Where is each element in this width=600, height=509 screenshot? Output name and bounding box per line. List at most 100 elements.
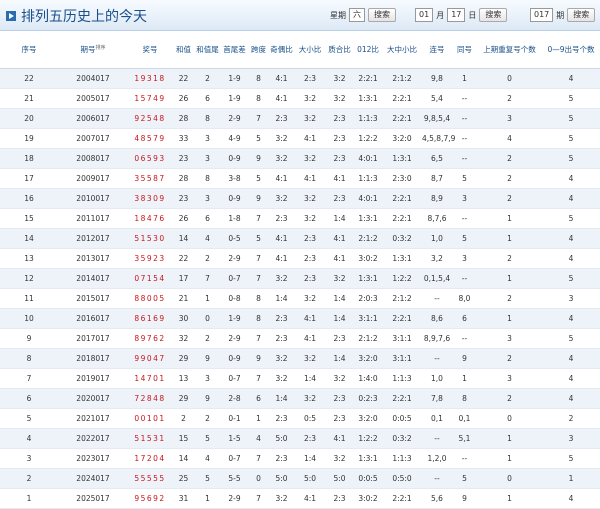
table-cell: 17 [172, 268, 195, 289]
column-title: 首尾差 [223, 45, 246, 54]
table-cell: 2:3 [295, 428, 325, 449]
table-cell: 2019017 [58, 368, 128, 389]
month-select[interactable]: 01 [415, 8, 434, 22]
table-cell: -- [452, 328, 477, 349]
table-cell: 0,1 [452, 408, 477, 429]
table-cell: 7 [249, 268, 268, 289]
search-button[interactable]: 搜索 [368, 8, 396, 22]
table-cell: 51530 [128, 228, 172, 249]
table-cell: 0-8 [220, 288, 249, 309]
table-cell: 6 [452, 308, 477, 329]
table-cell: 9 [195, 348, 220, 369]
table-cell: 0,1,5,4 [422, 268, 452, 289]
table-cell: 0-5 [220, 228, 249, 249]
day-select[interactable]: 17 [447, 8, 466, 22]
table-cell: 5 [249, 168, 268, 189]
column-header: 质合比 [325, 31, 354, 69]
table-cell: 3 [452, 188, 477, 209]
sort-icon[interactable]: 排序 [95, 45, 106, 51]
table-cell: 2:2:1 [382, 88, 422, 109]
table-cell: 5 [542, 148, 600, 169]
column-header[interactable]: 期号排序 [58, 31, 128, 69]
table-cell: 2:3 [268, 308, 295, 329]
table-cell: 2:3 [325, 328, 354, 349]
table-cell: 2:1:2 [354, 328, 382, 349]
table-cell: 4 [542, 68, 600, 89]
table-cell: 4 [0, 428, 58, 449]
table-cell: 3:2 [295, 148, 325, 169]
table-cell: 10 [0, 308, 58, 329]
column-header: 连号 [422, 31, 452, 69]
table-cell: 0 [477, 408, 542, 429]
table-cell: 3:2 [295, 108, 325, 129]
table-cell: 2014017 [58, 268, 128, 289]
column-title: 同号 [457, 45, 472, 54]
date-control: 01 月 17 日 搜索 [415, 8, 508, 22]
table-cell: 4:0:1 [354, 188, 382, 209]
table-cell: 7 [249, 248, 268, 269]
table-cell: 6 [195, 208, 220, 229]
table-cell: 86169 [128, 308, 172, 329]
table-row: 6 2020017 72848 29 9 2-8 6 1:4 3:2 2:3 0:2:3 2:2:1 7… [0, 388, 600, 409]
table-cell: 92548 [128, 108, 172, 129]
table-cell: 2015017 [58, 288, 128, 309]
table-cell: 1 [195, 488, 220, 509]
table-cell: 2:3 [295, 268, 325, 289]
table-cell: 2:3 [325, 488, 354, 509]
table-cell: 28 [172, 108, 195, 129]
header-bar: 排列五历史上的今天 星期 六 搜索 01 月 17 日 搜索 017 期 搜索 [0, 0, 600, 31]
table-cell: 2:3 [325, 188, 354, 209]
table-cell: 1 [452, 68, 477, 89]
table-cell: 2:3 [268, 408, 295, 429]
table-cell: 3,2 [422, 248, 452, 269]
column-header: 上期重复号个数 [477, 31, 542, 69]
table-cell: 1 [477, 208, 542, 229]
table-cell: 2 [195, 408, 220, 429]
header-row: 序号 期号排序 奖号 和值 和值尾 首尾差 跨度 奇偶比 大小比 质合比 012比 大中小比 连号 同号 上… [0, 31, 600, 69]
table-cell: 2023017 [58, 448, 128, 469]
table-cell: 4:1 [295, 308, 325, 329]
table-cell: 3 [195, 368, 220, 389]
column-header: 大中小比 [382, 31, 422, 69]
table-cell: 5 [542, 448, 600, 469]
table-row: 18 2008017 06593 23 3 0-9 9 3:2 3:2 2:3 4:0:1 1:3:1… [0, 148, 600, 169]
table-cell: 21 [0, 88, 58, 109]
issue-input[interactable]: 017 [530, 8, 554, 22]
table-cell: 1:2:2 [354, 428, 382, 449]
column-header: 奇偶比 [268, 31, 295, 69]
table-cell: 18 [0, 148, 58, 169]
search-button[interactable]: 搜索 [479, 8, 508, 22]
weekday-select[interactable]: 六 [349, 8, 365, 22]
table-cell: 13 [0, 248, 58, 269]
table-row: 22 2004017 19318 22 2 1-9 8 4:1 2:3 3:2 2:2:1 2:1:2… [0, 68, 600, 89]
table-cell: 29 [172, 388, 195, 409]
table-cell: 1 [0, 488, 58, 509]
table-cell: 2:3:0 [382, 168, 422, 189]
table-cell: 35587 [128, 168, 172, 189]
table-cell: 19318 [128, 68, 172, 89]
table-cell: 4 [477, 128, 542, 149]
table-cell: 4 [542, 348, 600, 369]
table-cell: 1:1:3 [354, 108, 382, 129]
table-cell: 5 [249, 228, 268, 249]
table-cell: 35923 [128, 248, 172, 269]
table-row: 12 2014017 07154 17 7 0-7 7 3:2 2:3 3:2 1:3:1 1:2:2… [0, 268, 600, 289]
table-cell: 3:2 [295, 388, 325, 409]
table-cell: 22 [172, 68, 195, 89]
table-cell: 6,5 [422, 148, 452, 169]
table-cell: 26 [172, 88, 195, 109]
table-cell: 2:3 [268, 328, 295, 349]
table-cell: 4:1 [325, 168, 354, 189]
table-cell: 5 [542, 88, 600, 109]
column-title: 大小比 [298, 45, 322, 54]
table-cell: 4 [542, 248, 600, 269]
table-cell: 1:2:2 [354, 128, 382, 149]
column-title: 奇偶比 [270, 45, 293, 54]
table-cell: 4:1 [268, 228, 295, 249]
table-row: 13 2013017 35923 22 2 2-9 7 4:1 2:3 4:1 3:0:2 1:3:1… [0, 248, 600, 269]
table-cell: 3:2:0 [382, 128, 422, 149]
column-header: 同号 [452, 31, 477, 69]
table-cell: 2 [477, 248, 542, 269]
table-cell: 5 [195, 468, 220, 489]
search-button[interactable]: 搜索 [567, 8, 596, 22]
